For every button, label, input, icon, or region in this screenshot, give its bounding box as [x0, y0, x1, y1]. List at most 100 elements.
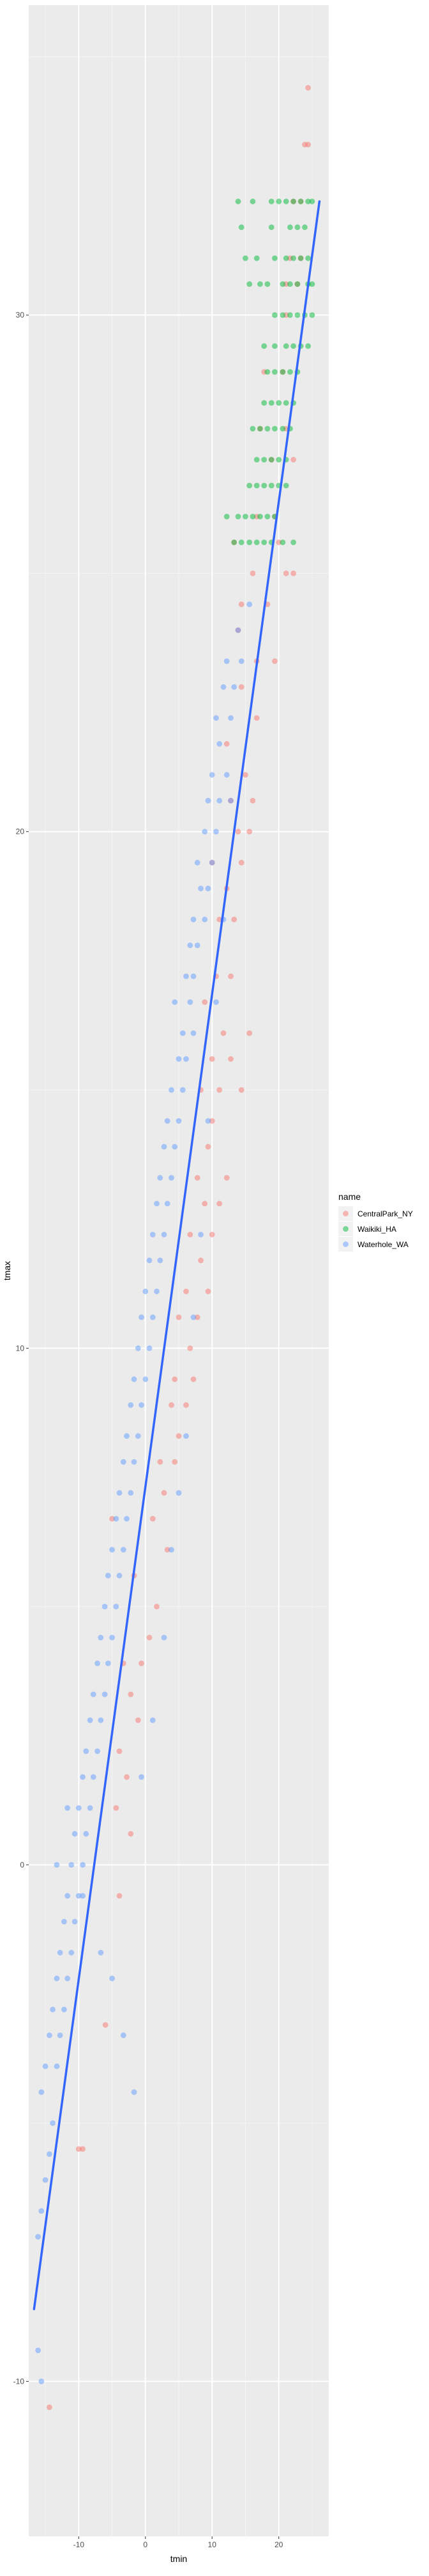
data-point	[280, 539, 286, 546]
data-point	[90, 1774, 96, 1780]
data-point	[294, 224, 301, 231]
grid-major	[29, 5, 329, 2536]
x-tick-label: 0	[143, 2540, 147, 2549]
data-point	[205, 885, 211, 892]
data-point	[238, 684, 245, 690]
data-point	[113, 1515, 119, 1522]
data-point	[42, 2063, 49, 2069]
data-point	[146, 1345, 153, 1351]
data-point	[250, 571, 256, 576]
data-point	[169, 1402, 174, 1408]
data-point	[131, 2089, 137, 2096]
data-point	[194, 1175, 200, 1181]
data-point	[124, 1433, 130, 1439]
data-point	[246, 601, 253, 608]
data-point	[223, 772, 230, 778]
data-point	[261, 400, 267, 406]
data-point	[154, 1200, 160, 1207]
data-point	[305, 198, 311, 204]
data-point	[231, 539, 237, 546]
data-point	[87, 1805, 93, 1811]
data-point	[176, 1056, 182, 1062]
data-point	[268, 482, 275, 489]
data-point	[235, 829, 241, 835]
data-point	[216, 797, 223, 804]
legend: name CentralPark_NY Waikiki_HA Waterhole_W…	[338, 1192, 413, 1252]
data-point	[194, 1314, 200, 1321]
data-point	[135, 1717, 141, 1723]
data-point	[250, 797, 256, 804]
data-point	[128, 1490, 134, 1496]
data-point	[264, 281, 271, 287]
data-point	[190, 973, 197, 979]
data-point	[246, 1030, 253, 1036]
data-point	[202, 829, 208, 835]
data-point	[283, 482, 289, 489]
data-point	[38, 2089, 45, 2096]
data-point	[179, 1030, 186, 1036]
data-point	[287, 224, 293, 231]
data-point	[128, 1402, 134, 1408]
data-point	[54, 2063, 60, 2069]
data-point	[172, 1144, 178, 1150]
data-point	[238, 859, 245, 866]
data-point	[135, 1433, 141, 1439]
data-point	[105, 1572, 111, 1579]
data-point	[113, 1805, 119, 1811]
data-point	[102, 1604, 108, 1610]
data-point	[309, 281, 315, 287]
data-point	[109, 1634, 116, 1641]
data-point	[128, 1830, 134, 1837]
data-point	[120, 1459, 126, 1465]
y-tick-label: -10	[13, 2377, 25, 2386]
data-point	[305, 343, 311, 349]
y-tick-label: 10	[16, 1344, 25, 1353]
data-point	[272, 425, 278, 432]
data-point	[228, 715, 234, 721]
data-point	[116, 1490, 123, 1496]
data-point	[276, 539, 282, 546]
data-point	[272, 658, 278, 664]
data-point	[268, 400, 275, 406]
data-point	[216, 916, 223, 923]
data-point	[272, 369, 278, 375]
data-point	[290, 343, 296, 349]
data-point	[124, 1515, 130, 1522]
data-point	[198, 885, 204, 892]
data-point	[272, 312, 278, 318]
data-point	[190, 1376, 197, 1383]
data-point	[105, 1660, 111, 1666]
data-point	[305, 255, 311, 261]
data-point	[283, 400, 289, 406]
fit-line-group	[33, 200, 321, 2310]
data-point	[68, 1862, 75, 1868]
data-point	[113, 1604, 119, 1610]
data-point	[38, 2208, 45, 2214]
data-point	[109, 1515, 116, 1522]
data-point	[68, 1949, 75, 1956]
data-point	[287, 281, 293, 287]
data-point	[83, 1748, 89, 1754]
data-point	[42, 2177, 49, 2183]
data-point	[120, 1547, 126, 1553]
data-point	[64, 1975, 70, 1982]
data-point	[183, 1402, 189, 1408]
data-point	[47, 2032, 52, 2039]
data-point	[290, 198, 296, 204]
data-point	[283, 255, 289, 261]
data-point	[257, 514, 263, 519]
data-points	[35, 85, 315, 2411]
data-point	[94, 1660, 101, 1666]
data-point	[209, 1232, 215, 1238]
data-point	[238, 601, 245, 608]
data-point	[290, 255, 296, 261]
data-point	[61, 2006, 67, 2012]
data-point	[220, 1030, 227, 1036]
data-point	[302, 224, 308, 231]
data-point	[149, 1515, 156, 1522]
data-point	[139, 1402, 144, 1408]
data-point	[172, 1459, 178, 1465]
data-point	[231, 916, 237, 923]
x-tick-label: 10	[208, 2540, 217, 2549]
